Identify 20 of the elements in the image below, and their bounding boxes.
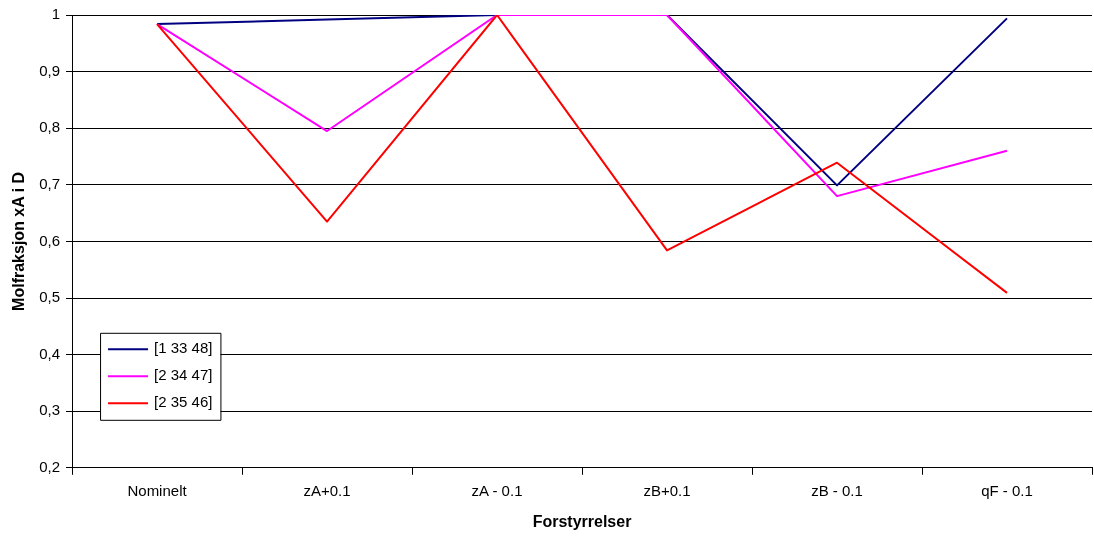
y-tick-label: 0,8 (39, 118, 61, 136)
x-tick-label: qF - 0.1 (981, 481, 1033, 499)
x-tick-label: Nominelt (127, 481, 188, 499)
legend-label: [1 33 48] (154, 339, 213, 357)
y-tick-label: 1 (51, 5, 61, 23)
y-tick-label: 0,5 (39, 288, 61, 306)
y-tick-label: 0,9 (39, 61, 61, 79)
x-tick-label: zB - 0.1 (811, 481, 863, 499)
x-tick-label: zA+0.1 (303, 481, 351, 499)
x-tick-label: zB+0.1 (643, 481, 691, 499)
legend-label: [2 34 47] (154, 366, 213, 384)
y-tick-label: 0,4 (39, 344, 61, 362)
legend-label: [2 35 46] (154, 393, 213, 411)
y-tick-label: 0,6 (39, 231, 61, 249)
y-tick-label: 0,7 (39, 174, 61, 192)
x-tick-label: zA - 0.1 (471, 481, 523, 499)
y-axis-title: Molfraksjon xA i D (10, 171, 28, 311)
y-tick-label: 0,3 (39, 401, 61, 419)
x-axis-title: Forstyrrelser (532, 512, 632, 530)
y-tick-label: 0,2 (39, 457, 61, 475)
